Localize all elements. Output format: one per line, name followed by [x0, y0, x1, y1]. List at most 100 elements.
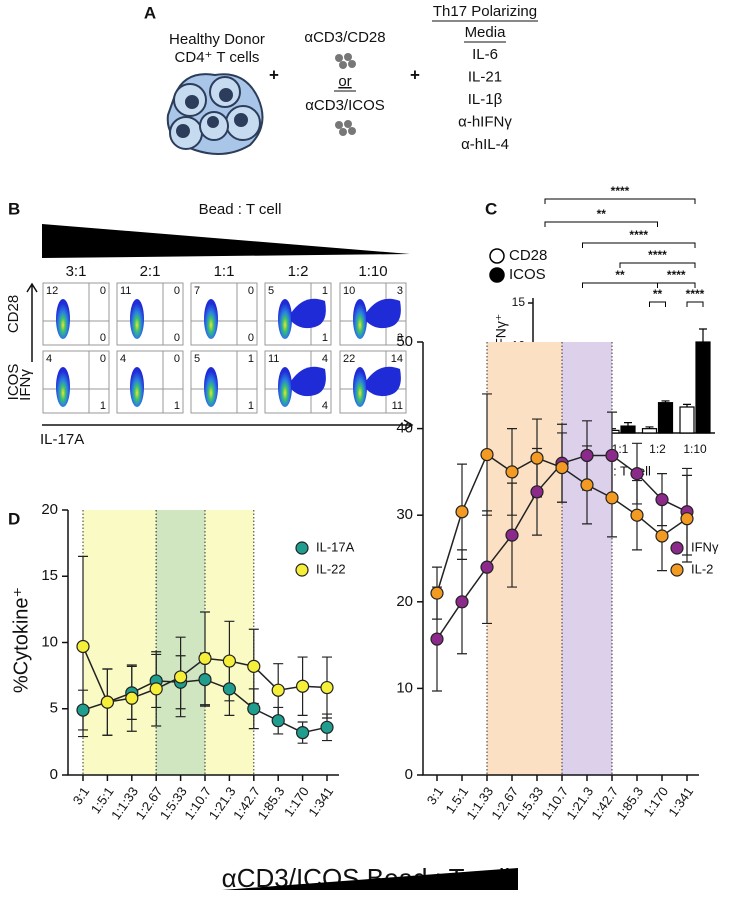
- y-tick-label: 10: [396, 679, 413, 696]
- row-label: ICOS: [5, 364, 22, 401]
- plot-frame: [190, 282, 258, 346]
- quadrant-value: 3: [397, 332, 403, 344]
- cells-label: Healthy Donor: [169, 31, 265, 48]
- bead-label: αCD3/ICOS: [305, 97, 385, 114]
- y-tick-label: 5: [50, 700, 58, 717]
- legend-label: IL-22: [316, 561, 346, 576]
- population: [204, 367, 218, 407]
- population: [366, 298, 401, 329]
- point: [680, 512, 694, 526]
- quadrant-value: 12: [46, 285, 58, 297]
- media-item: IL-21: [468, 68, 502, 85]
- point: [480, 447, 494, 462]
- x-tick-label: 1:10: [683, 442, 707, 456]
- y-tick-label: 30: [396, 506, 413, 523]
- point: [296, 725, 310, 740]
- point: [296, 679, 310, 693]
- y-tick-label: 10: [41, 633, 58, 650]
- error-bar: [624, 422, 632, 427]
- point: [605, 491, 619, 505]
- quadrant-value: 1: [174, 400, 180, 412]
- quadrant-value: 1: [322, 332, 328, 344]
- legend-marker: [670, 541, 684, 555]
- x-tick-label: 1:170: [640, 784, 671, 819]
- point: [174, 670, 188, 684]
- cells-label: CD4⁺ T cells: [175, 49, 260, 66]
- legend-label: ICOS: [509, 266, 546, 283]
- media-title: Th17 Polarizing: [433, 3, 537, 20]
- significance-label: ****: [648, 248, 667, 262]
- point: [605, 448, 619, 463]
- media-item: α-hIFNγ: [458, 113, 512, 130]
- population: [56, 367, 70, 407]
- wedge: [222, 868, 518, 890]
- y-tick-label: 40: [396, 420, 413, 437]
- legend-marker: [295, 563, 309, 577]
- quadrant-value: 4: [322, 353, 328, 365]
- plot-frame: [190, 350, 258, 414]
- quadrant-value: 4: [120, 353, 126, 365]
- legend-marker: [489, 248, 505, 264]
- column-label: 1:10: [358, 263, 387, 280]
- significance-label: **: [615, 268, 625, 282]
- point: [430, 586, 444, 600]
- population: [130, 299, 144, 339]
- column-label: 3:1: [66, 263, 87, 280]
- point: [247, 659, 261, 673]
- point: [455, 595, 469, 609]
- beads-icon: [335, 53, 356, 69]
- point: [222, 654, 236, 668]
- wedge-label: Bead : T cell: [199, 201, 282, 218]
- significance-bracket: [582, 282, 658, 288]
- point: [125, 691, 139, 705]
- media-item: IL-1β: [468, 91, 503, 108]
- plus: +: [269, 65, 279, 84]
- beads-icon: [335, 120, 356, 136]
- quadrant-value: 0: [100, 285, 106, 297]
- significance-label: **: [653, 287, 663, 301]
- point: [630, 467, 644, 481]
- panel-label: B: [8, 199, 20, 218]
- row-label: CD28: [5, 295, 22, 333]
- point: [271, 714, 285, 728]
- quadrant-value: 1: [100, 400, 106, 412]
- wedge: [42, 224, 410, 258]
- quadrant-value: 11: [120, 285, 131, 297]
- significance-label: ****: [611, 184, 630, 198]
- x-tick-label: 3:1: [424, 784, 447, 807]
- point: [655, 493, 669, 507]
- x-tick-label: 1:85.3: [254, 784, 287, 822]
- column-label: 1:2: [288, 263, 309, 280]
- point: [505, 528, 519, 542]
- y-tick-label: 15: [512, 295, 526, 309]
- quadrant-value: 0: [174, 332, 180, 344]
- y-tick-label: 15: [41, 567, 58, 584]
- quadrant-value: 10: [343, 285, 355, 297]
- quadrant-value: 1: [322, 285, 328, 297]
- point: [76, 703, 90, 717]
- point: [555, 460, 569, 475]
- quadrant-value: 0: [248, 285, 254, 297]
- quadrant-value: 7: [194, 285, 200, 297]
- point: [247, 702, 261, 716]
- significance-bracket: [657, 282, 696, 288]
- bar: [695, 341, 711, 434]
- quadrant-value: 5: [194, 353, 200, 365]
- band: [487, 342, 562, 775]
- point: [222, 682, 236, 696]
- x-tick-label: 1:2: [649, 442, 666, 456]
- legend-marker: [670, 563, 684, 577]
- x-tick-label: 1:341: [665, 784, 696, 819]
- x-tick-label: 1:85.3: [613, 784, 646, 822]
- y-tick-label: 20: [396, 593, 413, 610]
- legend-marker: [489, 267, 505, 283]
- population: [204, 299, 218, 339]
- bar: [657, 402, 674, 434]
- point: [320, 720, 334, 734]
- population: [366, 366, 401, 397]
- point: [580, 478, 594, 492]
- x-tick-label: 1:341: [305, 784, 336, 819]
- quadrant-value: 11: [392, 400, 403, 412]
- bar: [679, 406, 695, 434]
